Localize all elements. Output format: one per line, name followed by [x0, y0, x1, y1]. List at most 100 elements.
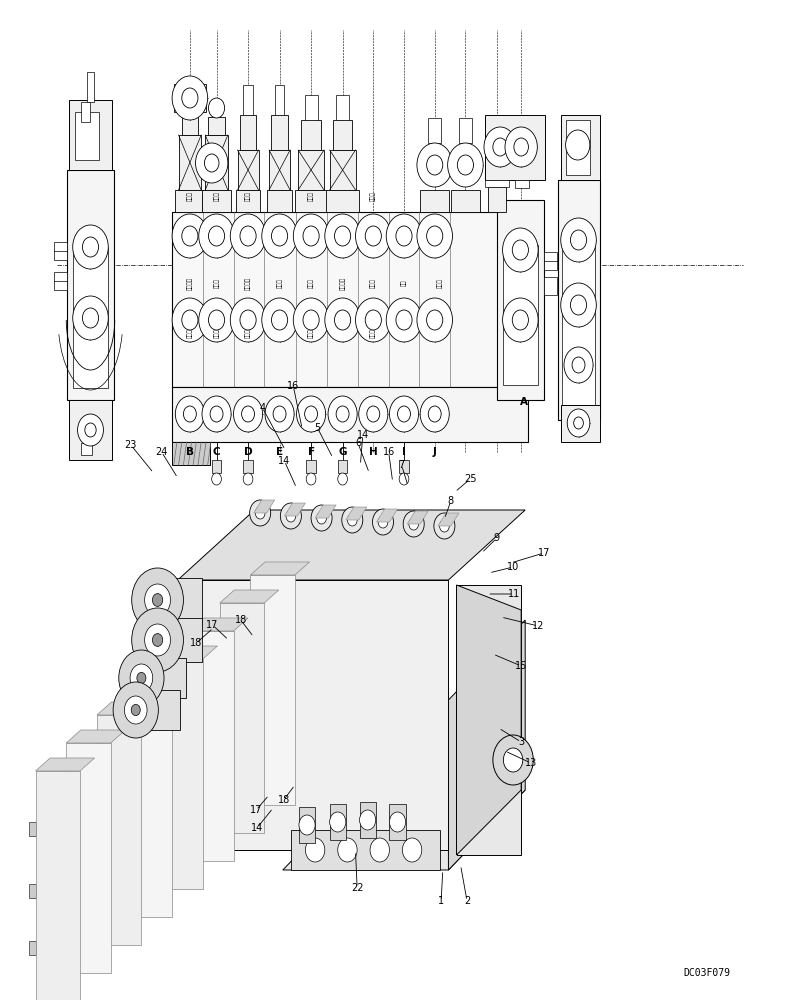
Bar	[264, 773, 271, 787]
Circle shape	[76, 906, 102, 938]
Bar	[172, 442, 210, 465]
Bar	[172, 387, 528, 442]
Bar	[97, 715, 141, 945]
Bar	[566, 120, 590, 175]
Circle shape	[52, 943, 63, 957]
Circle shape	[182, 88, 198, 108]
Polygon shape	[178, 580, 448, 850]
Circle shape	[119, 650, 164, 706]
Bar	[203, 829, 209, 843]
Circle shape	[267, 682, 280, 698]
Bar	[485, 180, 509, 187]
Circle shape	[335, 310, 351, 330]
Text: 急停止: 急停止	[277, 278, 282, 288]
Circle shape	[153, 594, 162, 606]
Text: 3: 3	[518, 737, 524, 747]
Circle shape	[82, 786, 95, 802]
Circle shape	[166, 756, 196, 792]
Circle shape	[330, 812, 346, 832]
Text: ボトム: ボトム	[246, 191, 250, 201]
Text: A: A	[520, 397, 528, 407]
Bar	[121, 800, 128, 814]
Bar	[264, 716, 271, 730]
Circle shape	[237, 775, 248, 789]
Bar	[457, 585, 521, 855]
Bar	[264, 654, 271, 668]
Circle shape	[44, 934, 70, 966]
Circle shape	[208, 310, 225, 330]
Bar	[152, 772, 158, 786]
Bar	[497, 200, 544, 400]
Circle shape	[434, 513, 455, 539]
Circle shape	[448, 143, 483, 187]
Circle shape	[570, 230, 587, 250]
Bar	[234, 801, 240, 815]
Text: 2: 2	[464, 896, 470, 906]
Bar	[80, 941, 86, 955]
Text: アーム: アーム	[438, 278, 443, 288]
Circle shape	[370, 838, 389, 862]
Circle shape	[259, 608, 288, 644]
Circle shape	[212, 473, 221, 485]
Bar	[213, 773, 220, 787]
Circle shape	[356, 298, 391, 342]
Text: C: C	[213, 447, 221, 457]
Bar	[29, 941, 36, 955]
Text: ボトム: ボトム	[187, 191, 192, 201]
Bar	[36, 771, 80, 1000]
Circle shape	[51, 878, 64, 894]
Circle shape	[267, 747, 279, 761]
Circle shape	[512, 310, 528, 330]
Circle shape	[572, 357, 585, 373]
Circle shape	[197, 728, 226, 764]
Polygon shape	[36, 758, 95, 771]
Circle shape	[503, 748, 523, 772]
Bar	[333, 120, 352, 150]
Polygon shape	[346, 507, 367, 520]
Bar	[66, 743, 111, 973]
Circle shape	[73, 296, 108, 340]
Bar	[90, 828, 97, 842]
Circle shape	[137, 850, 163, 882]
Circle shape	[360, 810, 376, 830]
Bar	[111, 913, 117, 927]
Bar	[141, 828, 148, 842]
Bar	[183, 744, 189, 758]
Bar	[121, 738, 128, 752]
Circle shape	[210, 406, 223, 422]
Text: G: G	[339, 447, 347, 457]
Circle shape	[74, 776, 103, 812]
Bar	[558, 180, 600, 420]
Bar	[172, 857, 179, 871]
Circle shape	[399, 473, 409, 485]
Bar	[485, 115, 545, 180]
Bar	[183, 801, 189, 815]
Circle shape	[182, 310, 198, 330]
Circle shape	[199, 298, 234, 342]
Circle shape	[74, 840, 103, 876]
Bar	[244, 745, 250, 759]
Text: H: H	[369, 447, 377, 457]
Bar	[244, 688, 250, 702]
Text: ボトム: ボトム	[214, 328, 219, 338]
Bar	[80, 884, 86, 898]
Bar	[174, 84, 206, 112]
Bar	[561, 115, 600, 180]
Circle shape	[137, 672, 146, 684]
Bar	[54, 242, 67, 260]
Circle shape	[135, 720, 165, 756]
Bar	[243, 460, 253, 473]
Circle shape	[365, 226, 381, 246]
Bar	[141, 658, 186, 698]
Circle shape	[243, 473, 253, 485]
Text: 14: 14	[356, 430, 369, 440]
Text: スイング: スイング	[246, 276, 250, 290]
Circle shape	[303, 310, 319, 330]
Bar	[298, 150, 324, 190]
Circle shape	[564, 347, 593, 383]
Circle shape	[306, 473, 316, 485]
Bar	[158, 618, 202, 662]
Text: 17: 17	[250, 805, 263, 815]
Circle shape	[199, 214, 234, 258]
Text: 23: 23	[124, 440, 137, 450]
